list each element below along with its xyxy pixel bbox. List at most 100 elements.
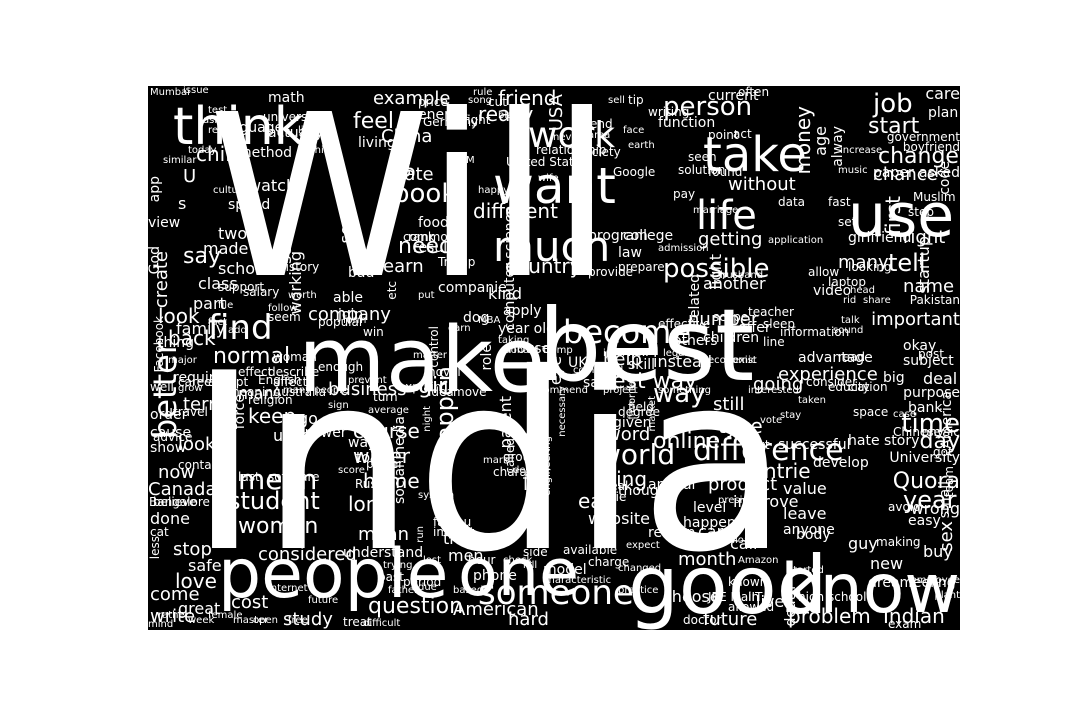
cloud-word: earth <box>628 140 655 151</box>
cloud-word: skill <box>628 357 656 373</box>
cloud-word: true <box>443 529 476 548</box>
cloud-word: dream <box>868 575 914 591</box>
cloud-word: student <box>228 487 320 515</box>
cloud-word: children <box>703 330 760 346</box>
cloud-word: describe <box>268 365 320 379</box>
cloud-word: physic <box>921 425 960 439</box>
cloud-word: president <box>718 495 766 506</box>
cloud-word: feel <box>353 109 394 134</box>
cloud-word: Trump <box>438 255 476 269</box>
cloud-word: result <box>413 240 453 256</box>
cloud-word: girlfriend <box>848 230 912 246</box>
cloud-word: child <box>196 142 244 166</box>
cloud-word: read <box>838 350 866 364</box>
cloud-word: internet <box>268 583 308 594</box>
cloud-word: changed <box>618 563 662 574</box>
cloud-word: Quora <box>892 469 960 494</box>
cloud-word: develop <box>813 455 869 471</box>
cloud-word: kill <box>523 560 538 571</box>
cloud-word: MBA <box>478 315 501 326</box>
cloud-word: society <box>578 145 621 159</box>
cloud-word: fact <box>208 317 228 328</box>
cloud-word: car <box>698 522 724 541</box>
cloud-word: improve <box>733 492 799 511</box>
cloud-word: Canada <box>148 479 217 500</box>
cloud-word: able <box>333 290 363 306</box>
cloud-word: career <box>178 375 217 389</box>
cloud-word: check <box>503 555 533 566</box>
cloud-word: common <box>403 230 456 244</box>
cloud-word: considered <box>258 544 357 565</box>
cloud-word: value <box>783 479 827 498</box>
cloud-word: live <box>756 592 785 611</box>
cloud-word: U <box>183 166 197 187</box>
cloud-word: part <box>193 294 226 313</box>
cloud-word: language <box>218 120 284 136</box>
cloud-word: issue <box>183 86 209 96</box>
cloud-word: different <box>473 199 558 223</box>
cloud-word: famou <box>433 515 472 529</box>
cloud-word: person <box>663 92 753 122</box>
cloud-word: important <box>871 309 960 330</box>
cloud-word: without <box>728 174 796 195</box>
cloud-word: idea <box>428 385 454 399</box>
cloud-word: feeling <box>908 575 956 591</box>
cloud-word: worth <box>288 290 317 301</box>
cloud-word: make <box>298 308 546 413</box>
cloud-word: sell <box>608 95 625 106</box>
cloud-word: stop <box>173 539 212 560</box>
cloud-word: word <box>606 424 651 445</box>
cloud-word: sign <box>328 400 349 411</box>
cloud-word: Delhi <box>298 145 324 156</box>
cloud-word: head <box>850 285 875 296</box>
cloud-word: product <box>708 474 778 495</box>
cloud-word: Facebook <box>152 316 166 373</box>
cloud-word: advantage <box>798 350 873 366</box>
cloud-word: asked <box>919 165 960 181</box>
cloud-word: function <box>658 115 716 131</box>
cloud-word: woman <box>273 350 317 364</box>
cloud-word: history <box>278 260 320 274</box>
cloud-word: way <box>348 435 377 451</box>
cloud-word: cause <box>150 425 192 441</box>
cloud-word: two <box>218 224 248 243</box>
cloud-word: seem <box>268 310 301 324</box>
cloud-word: United State <box>506 155 582 169</box>
cloud-word: chance <box>873 164 938 185</box>
cloud-word: another <box>703 274 766 293</box>
cloud-word: advice <box>153 430 193 444</box>
cloud-word: open <box>253 615 278 626</box>
cloud-word: female <box>208 610 243 621</box>
cloud-word: last <box>238 470 260 484</box>
cloud-word: great <box>178 599 221 618</box>
cloud-word: wrong <box>910 499 960 518</box>
cloud-word: difficult <box>363 618 401 629</box>
cloud-word: class <box>198 274 238 293</box>
cloud-word: math <box>268 90 305 106</box>
cloud-word: government <box>886 130 960 144</box>
cloud-word: world <box>598 438 676 471</box>
cloud-word: thought <box>618 483 674 499</box>
cloud-word: system <box>418 490 455 501</box>
cloud-word: answer <box>296 425 347 441</box>
cloud-word: character <box>493 465 551 479</box>
cloud-word: effect <box>238 365 273 379</box>
cloud-word: available <box>563 543 618 557</box>
cloud-word: ask <box>203 115 221 126</box>
cloud-word: economic <box>708 355 757 366</box>
cloud-word: said <box>583 375 612 391</box>
cloud-word: never <box>553 132 582 143</box>
cloud-word: now <box>158 462 196 483</box>
cloud-word: experience <box>778 364 878 385</box>
cloud-word: making <box>876 535 921 549</box>
cloud-word: many people <box>283 385 349 396</box>
cloud-word: charge <box>588 555 630 569</box>
cloud-word: find <box>208 308 273 348</box>
cloud-word: hour <box>468 553 496 567</box>
cloud-word: method <box>238 145 293 161</box>
cloud-word: compared <box>573 365 624 376</box>
cloud-word: job <box>873 89 913 119</box>
cloud-word: found <box>708 165 743 179</box>
cloud-word: write <box>150 606 196 627</box>
cloud-word: reason <box>648 525 696 541</box>
